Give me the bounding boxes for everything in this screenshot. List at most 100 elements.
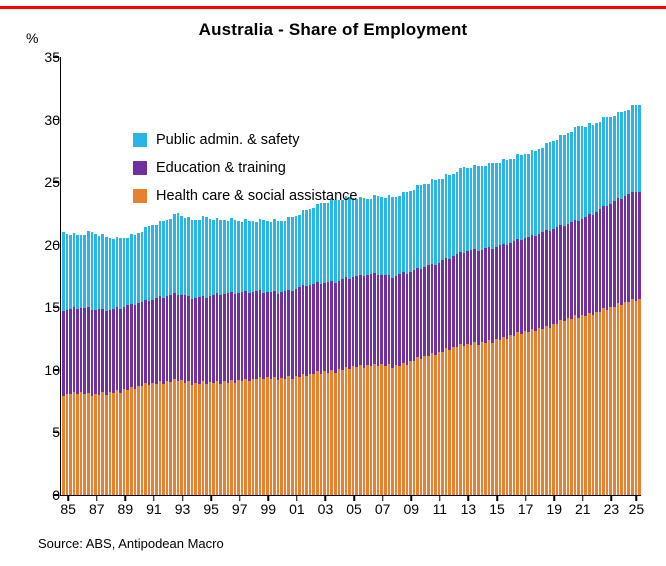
bar-segment bbox=[434, 355, 437, 495]
bar-segment bbox=[409, 191, 412, 272]
bar-segment bbox=[566, 133, 570, 225]
bar-segment bbox=[244, 290, 248, 379]
bar bbox=[412, 57, 416, 495]
bar bbox=[97, 57, 101, 495]
bar bbox=[498, 57, 502, 495]
plot-area: Public admin. & safety Education & train… bbox=[60, 57, 641, 496]
bar-segment bbox=[534, 236, 537, 332]
bar-segment bbox=[577, 125, 580, 222]
bar bbox=[162, 57, 165, 495]
bar-segment bbox=[348, 278, 351, 369]
bar-segment bbox=[187, 381, 190, 495]
bar-segment bbox=[323, 371, 326, 495]
bar-segment bbox=[387, 364, 391, 495]
bar bbox=[398, 57, 401, 495]
bar bbox=[573, 57, 577, 495]
bar-segment bbox=[376, 275, 380, 367]
bar-segment bbox=[366, 198, 369, 276]
bar-segment bbox=[523, 330, 527, 495]
bar-segment bbox=[548, 231, 552, 328]
bar-segment bbox=[69, 308, 72, 395]
bar-segment bbox=[190, 298, 194, 386]
x-tick-mark bbox=[124, 495, 127, 501]
bar bbox=[294, 57, 298, 495]
bar-segment bbox=[559, 319, 562, 495]
bar-segment bbox=[609, 116, 613, 204]
bar-segment bbox=[305, 209, 308, 287]
bar-segment bbox=[172, 213, 176, 294]
bar bbox=[502, 57, 505, 495]
bar-segment bbox=[409, 271, 412, 362]
bar-segment bbox=[434, 265, 437, 356]
bar-segment bbox=[240, 291, 244, 382]
bar bbox=[602, 57, 605, 495]
bar-segment bbox=[291, 291, 294, 379]
bar-segment bbox=[237, 220, 240, 293]
bar-segment bbox=[101, 234, 104, 309]
bar-segment bbox=[97, 236, 101, 310]
bar-segment bbox=[516, 238, 519, 333]
bar-segment bbox=[283, 378, 287, 495]
bar bbox=[298, 57, 301, 495]
bar-segment bbox=[634, 104, 638, 193]
bar-segment bbox=[537, 149, 541, 235]
bar-segment bbox=[240, 221, 244, 292]
bar-segment bbox=[162, 383, 165, 495]
y-tick-label: 20 bbox=[44, 236, 60, 253]
bar bbox=[480, 57, 484, 495]
bar-segment bbox=[605, 310, 609, 495]
bar-segment bbox=[255, 291, 258, 380]
bar-segment bbox=[391, 367, 394, 495]
bar bbox=[419, 57, 423, 495]
bar-segment bbox=[140, 231, 144, 302]
bar-segment bbox=[287, 216, 290, 290]
bar-segment bbox=[180, 215, 183, 296]
bar-segment bbox=[319, 373, 323, 495]
y-tick-label: 30 bbox=[44, 111, 60, 128]
bar-segment bbox=[147, 385, 151, 495]
bar-segment bbox=[620, 198, 623, 306]
bar-segment bbox=[580, 314, 584, 495]
y-tick-label: 25 bbox=[44, 174, 60, 191]
bar bbox=[505, 57, 509, 495]
bar-segment bbox=[258, 376, 262, 495]
bar bbox=[276, 57, 280, 495]
bar-segment bbox=[155, 297, 158, 384]
bar-segment bbox=[265, 376, 269, 495]
bar bbox=[616, 57, 620, 495]
bar-segment bbox=[562, 321, 566, 495]
bar-segment bbox=[587, 214, 591, 313]
bar-segment bbox=[115, 307, 119, 391]
bar-segment bbox=[573, 126, 577, 221]
bar-segment bbox=[638, 191, 641, 300]
x-tick-label: 25 bbox=[628, 501, 645, 517]
bar bbox=[545, 57, 548, 495]
bar bbox=[401, 57, 405, 495]
bar-segment bbox=[509, 242, 512, 336]
bar-segment bbox=[555, 139, 559, 228]
bar-segment bbox=[237, 380, 240, 495]
bar bbox=[269, 57, 273, 495]
x-tick-label: 15 bbox=[489, 501, 505, 517]
bar-segment bbox=[584, 126, 587, 217]
bar-segment bbox=[398, 365, 401, 495]
bar-segment bbox=[348, 368, 351, 495]
bar-segment bbox=[358, 196, 362, 275]
bar-segment bbox=[537, 328, 541, 495]
bar-segment bbox=[151, 299, 155, 383]
x-tick-mark bbox=[353, 495, 355, 501]
bar-segment bbox=[609, 306, 613, 495]
bar bbox=[426, 57, 430, 495]
bar-segment bbox=[169, 381, 172, 495]
bar bbox=[208, 57, 212, 495]
x-tick-label: 19 bbox=[546, 501, 562, 517]
bar-segment bbox=[595, 311, 598, 495]
bar-segment bbox=[226, 292, 230, 383]
bar-segment bbox=[627, 109, 630, 195]
bar bbox=[283, 57, 287, 495]
bar-segment bbox=[197, 219, 201, 297]
bar-segment bbox=[609, 203, 613, 307]
bar-segment bbox=[76, 234, 79, 309]
bar bbox=[108, 57, 112, 495]
